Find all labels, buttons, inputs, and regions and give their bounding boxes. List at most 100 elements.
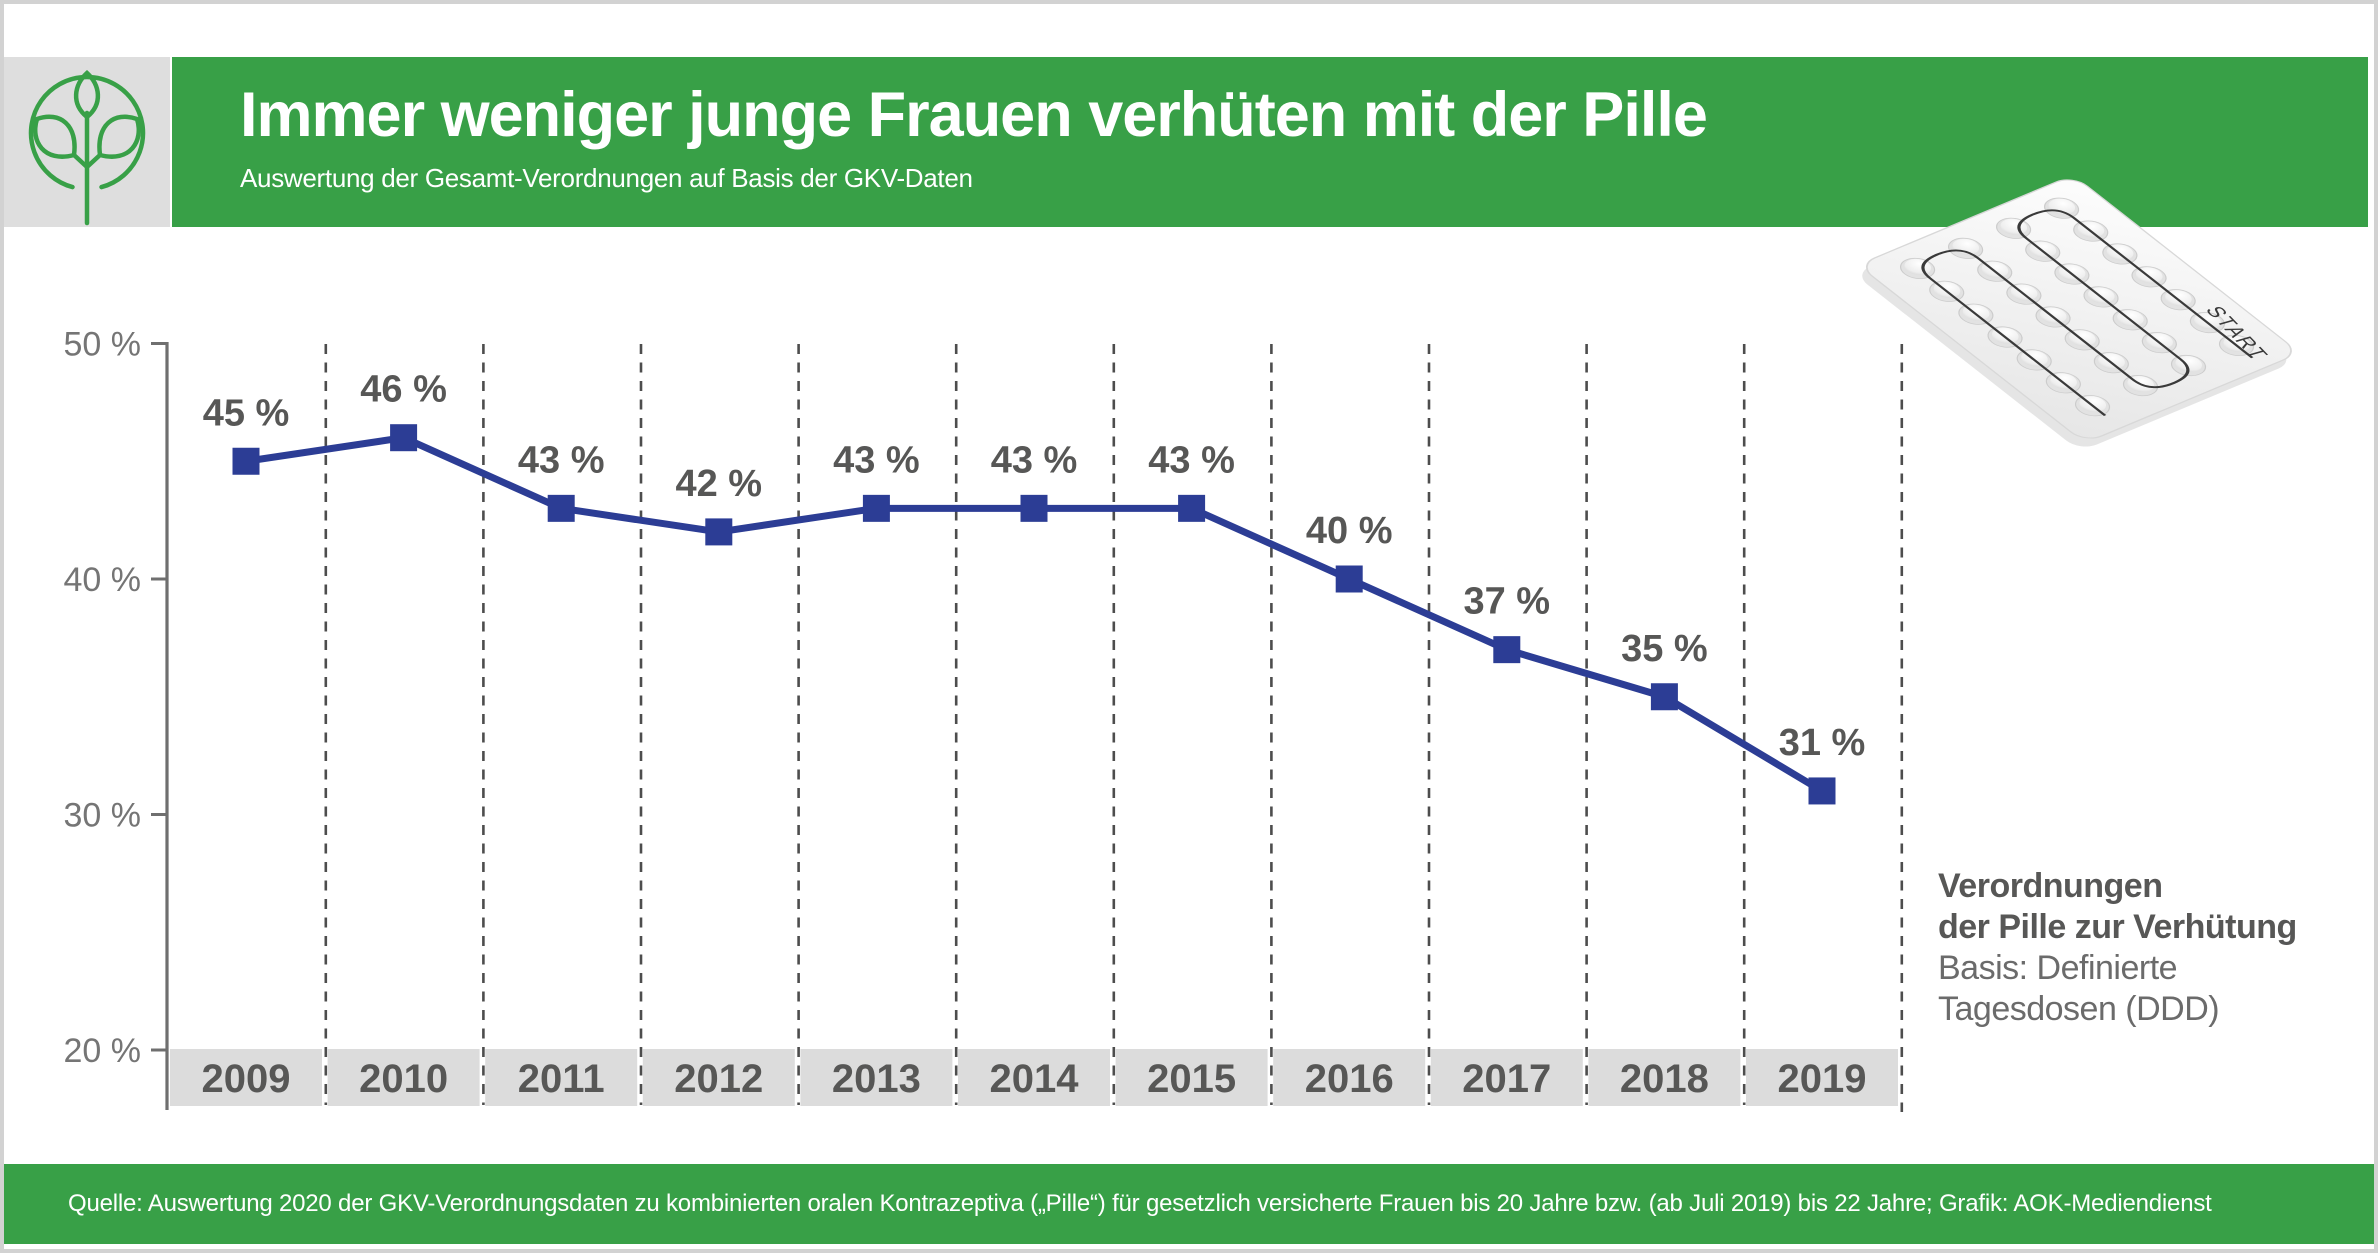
data-point-label: 35 % [1621,628,1708,670]
data-point-label: 43 % [991,439,1078,481]
pill-well [2122,374,2159,397]
year-label: 2018 [1620,1057,1709,1101]
pill [1991,327,2019,344]
year-label: 2019 [1778,1057,1867,1101]
blister-start-label: START [2200,304,2274,362]
pill [2050,373,2077,390]
pill [2058,264,2086,281]
year-label: 2017 [1462,1057,1551,1101]
pill-well [2016,349,2052,371]
pill-well [2112,309,2148,331]
pill-well [2102,243,2138,265]
year-label: 2014 [990,1057,1080,1101]
data-point-marker [1178,494,1206,522]
data-point-label: 40 % [1306,510,1393,552]
year-box [1430,1049,1583,1106]
pill [2069,330,2096,347]
pill [2135,267,2163,284]
logo-left-stalk [71,152,90,170]
header-band: Immer weniger junge Frauen verhüten mit … [172,57,2368,227]
pill-well [2064,329,2100,351]
pill-well [1958,303,1994,325]
data-point-marker [705,518,733,546]
pill [2039,307,2067,324]
data-point-label: 37 % [1463,581,1550,623]
plant-in-circle-icon [28,69,146,226]
pill [1933,281,1961,298]
chart-legend: Verordnungen der Pille zur Verhütung Bas… [1938,866,2374,1030]
year-label: 2015 [1147,1057,1236,1101]
pill [2117,310,2144,327]
logo-right-leaf [97,114,141,159]
year-label: 2010 [359,1057,448,1101]
pill [2175,355,2203,372]
pill-well [2074,395,2111,417]
y-tick-label: 20 % [64,1032,142,1070]
data-point-label: 43 % [518,439,605,481]
pill [1981,261,2009,278]
pill-well [2054,263,2090,285]
year-box [170,1049,322,1106]
data-point-label: 31 % [1779,722,1866,764]
pill-well [2160,289,2196,311]
footer-band: Quelle: Auswertung 2020 der GKV-Verordnu… [4,1164,2374,1244]
data-point-marker [232,447,260,475]
data-point-marker [1650,683,1678,711]
pill-grid [1899,197,2255,417]
data-point-marker [1808,777,1836,805]
line-chart: 2009 2010 2011 2012 2013 2014 2015 2016 2017 2018… [64,326,1904,1112]
data-point-marker [862,494,890,522]
pill-well [2218,334,2255,356]
data-point-marker [547,494,575,522]
legend-basis-line2: Tagesdosen (DDD) [1938,990,2220,1028]
pill [2021,350,2048,367]
year-box [327,1049,480,1106]
data-point-label: 46 % [360,369,447,411]
y-tick-label: 50 % [64,326,142,364]
blister-dose-path [1921,209,2254,416]
pill-well [1947,237,1984,259]
data-line [245,434,1824,794]
year-label: 2009 [202,1057,291,1101]
logo-circle [28,74,146,190]
year-box [642,1049,795,1106]
pill [2194,313,2221,330]
pill-well [2006,283,2042,305]
year-box [1588,1049,1741,1106]
y-tick-label: 40 % [64,561,142,599]
year-box [1746,1049,1898,1106]
pill [2029,241,2057,258]
year-label: 2012 [674,1057,763,1101]
page-subtitle: Auswertung der Gesamt-Verordnungen auf B… [240,163,973,194]
pill-well [2025,240,2061,262]
pill [2146,333,2173,350]
year-box [485,1049,638,1106]
year-box [958,1049,1110,1106]
source-note: Quelle: Auswertung 2020 der GKV-Verordnu… [68,1190,2212,1217]
pill-well [2035,306,2071,328]
data-point-label: 43 % [833,439,920,481]
legend-basis-line1: Basis: Definierte [1938,949,2178,987]
pill-well [2131,266,2167,288]
y-tick-label: 30 % [64,797,142,835]
pill [2223,335,2251,352]
data-point-label: 42 % [675,463,762,505]
pill [2098,353,2125,370]
pill-well [2170,354,2207,377]
page-title: Immer weniger junge Frauen verhüten mit … [240,80,1708,150]
year-label: 2013 [832,1057,921,1101]
data-point-label: 43 % [1148,439,1235,481]
year-box [800,1049,953,1106]
pill-well [1899,257,1936,279]
pill [2010,284,2038,301]
pill [2087,287,2115,304]
pill-well [1929,280,1965,302]
year-label: 2011 [518,1057,605,1101]
data-point-marker [1493,636,1521,664]
data-point-label: 45 % [203,392,290,434]
pill [2165,290,2192,307]
pill [1962,304,1990,321]
pill [1952,238,1980,255]
year-box [1115,1049,1268,1106]
